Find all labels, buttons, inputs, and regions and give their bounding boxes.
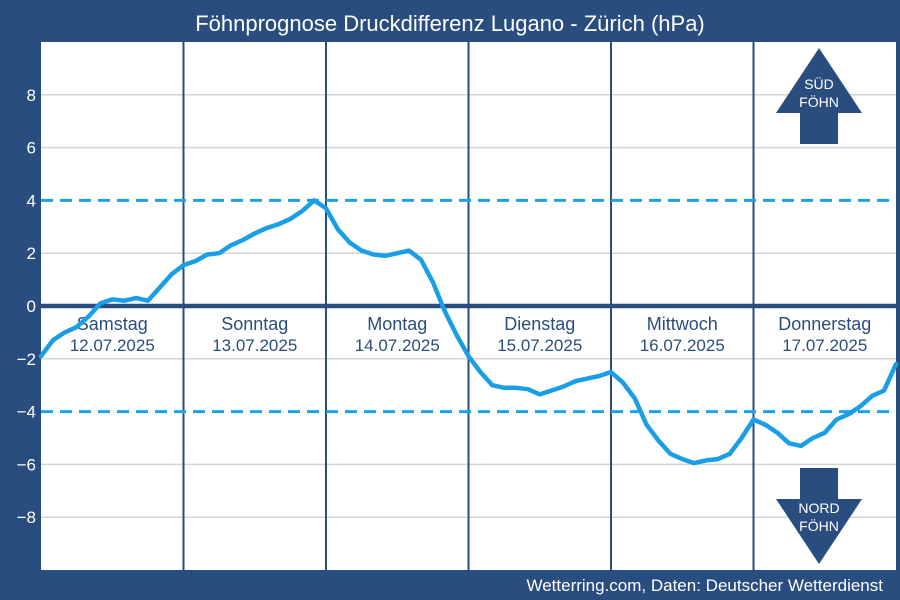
day-date-label: 14.07.2025 [355,336,440,355]
sued-foehn-label-line2: FÖHN [799,93,839,110]
day-name-label: Sonntag [221,314,288,334]
day-date-label: 13.07.2025 [212,336,297,355]
day-date-label: 15.07.2025 [497,336,582,355]
y-tick-label: −4 [17,403,36,422]
day-name-label: Montag [367,314,427,334]
y-tick-label: 2 [27,244,36,263]
series-line [38,198,899,466]
nord-foehn-label-line2: FÖHN [799,517,839,534]
threshold-lines [41,198,896,414]
day-date-label: 16.07.2025 [640,336,725,355]
footer-credit: Wetterring.com, Daten: Deutscher Wetterd… [526,576,883,595]
series-group [38,198,899,466]
up-arrow-icon [776,48,862,144]
y-tick-label: −6 [17,455,36,474]
chart-title: Föhnprognose Druckdifferenz Lugano - Zür… [195,11,705,36]
day-date-label: 12.07.2025 [70,336,155,355]
y-tick-label: 8 [27,86,36,105]
day-labels: Samstag 12.07.2025 Sonntag 13.07.2025 Montag… [70,314,872,355]
y-tick-labels: −8 −6 −4 −2 0 2 4 6 8 [17,86,36,527]
day-date-label: 17.07.2025 [782,336,867,355]
nord-foehn-indicator: NORD FÖHN [776,468,862,564]
nord-foehn-label-line1: NORD [798,500,839,516]
y-tick-label: −2 [17,350,36,369]
down-arrow-icon [776,468,862,564]
y-tick-label: −8 [17,508,36,527]
sued-foehn-indicator: SÜD FÖHN [776,48,862,144]
sued-foehn-label-line1: SÜD [804,75,834,92]
day-name-label: Mittwoch [647,314,718,334]
y-tick-label: 6 [27,139,36,158]
day-name-label: Samstag [77,314,148,334]
y-tick-label: 0 [27,297,36,316]
y-tick-label: 4 [27,191,36,210]
day-name-label: Donnerstag [778,314,871,334]
day-name-label: Dienstag [504,314,575,334]
